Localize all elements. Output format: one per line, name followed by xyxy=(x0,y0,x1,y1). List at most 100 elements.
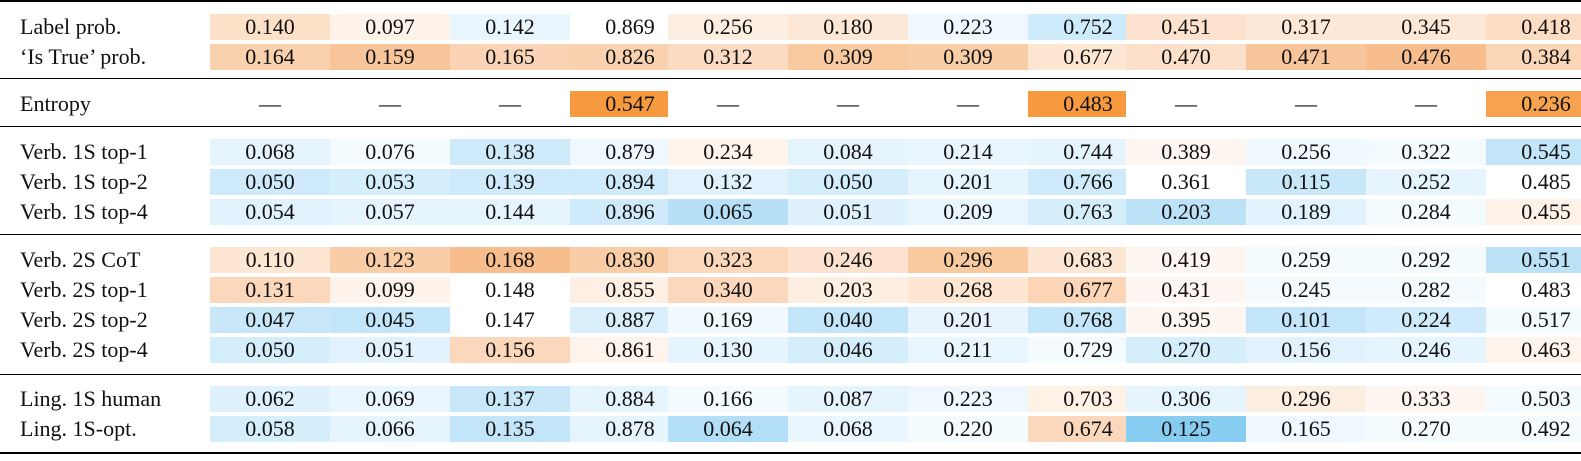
table-cell: 0.156 xyxy=(1246,337,1366,363)
table-cell: 0.168 xyxy=(450,247,570,273)
table-cell: 0.252 xyxy=(1366,169,1486,195)
row-label: Verb. 1S top-2 xyxy=(20,169,148,194)
table-cell: 0.069 xyxy=(330,386,450,412)
table-cell: 0.551 xyxy=(1486,247,1581,273)
table-cell: 0.123 xyxy=(330,247,450,273)
table-cell: 0.451 xyxy=(1126,14,1246,40)
row-label: Verb. 2S top-1 xyxy=(20,277,148,302)
table-cell: 0.164 xyxy=(210,44,330,70)
table-cell: 0.463 xyxy=(1486,337,1581,363)
table-row: Verb. 2S CoT 0.110 0.123 0.168 0.830 0.323 0.2… xyxy=(0,247,1581,273)
table-cell: 0.062 xyxy=(210,386,330,412)
table-cell: 0.309 xyxy=(788,44,908,70)
table-cell: 0.097 xyxy=(330,14,450,40)
table-cell: 0.317 xyxy=(1246,14,1366,40)
table-cell: 0.169 xyxy=(668,307,788,333)
table-cell: 0.138 xyxy=(450,139,570,165)
table-cell: 0.147 xyxy=(450,307,570,333)
table-cell: 0.270 xyxy=(1366,416,1486,442)
table-cell: 0.503 xyxy=(1486,386,1581,412)
table-cell: 0.312 xyxy=(668,44,788,70)
table-cell: 0.431 xyxy=(1126,277,1246,303)
table-cell: 0.045 xyxy=(330,307,450,333)
table-cell: 0.245 xyxy=(1246,277,1366,303)
table-cell: 0.068 xyxy=(788,416,908,442)
table-cell: 0.201 xyxy=(908,169,1028,195)
table-cell: 0.309 xyxy=(908,44,1028,70)
table-cell: 0.051 xyxy=(788,199,908,225)
table-cell: 0.333 xyxy=(1366,386,1486,412)
table-row: Label prob. 0.140 0.097 0.142 0.869 0.256 0.18… xyxy=(0,14,1581,40)
table-cell: 0.166 xyxy=(668,386,788,412)
table-cell: 0.139 xyxy=(450,169,570,195)
table-cell: 0.115 xyxy=(1246,169,1366,195)
table-cell: 0.296 xyxy=(1246,386,1366,412)
table-cell: 0.076 xyxy=(330,139,450,165)
table-cell: 0.058 xyxy=(210,416,330,442)
table-cell: 0.065 xyxy=(668,199,788,225)
table-cell: 0.214 xyxy=(908,139,1028,165)
table-cell: 0.259 xyxy=(1246,247,1366,273)
table-cell: 0.282 xyxy=(1366,277,1486,303)
table-cell: 0.137 xyxy=(450,386,570,412)
table-cell: 0.256 xyxy=(668,14,788,40)
table-cell: 0.223 xyxy=(908,14,1028,40)
table-cell: 0.246 xyxy=(788,247,908,273)
table-cell: 0.131 xyxy=(210,277,330,303)
table-cell: 0.051 xyxy=(330,337,450,363)
table-cell: 0.130 xyxy=(668,337,788,363)
table-cell: 0.046 xyxy=(788,337,908,363)
table-cell: 0.068 xyxy=(210,139,330,165)
table-cell: 0.066 xyxy=(330,416,450,442)
table-cell: 0.224 xyxy=(1366,307,1486,333)
table-cell: 0.050 xyxy=(788,169,908,195)
row-label: Verb. 2S CoT xyxy=(20,247,141,272)
table-cell: 0.340 xyxy=(668,277,788,303)
row-label: Verb. 1S top-4 xyxy=(20,199,148,224)
table-cell: — xyxy=(788,91,908,117)
horizontal-rule xyxy=(0,234,1581,235)
table-cell: 0.135 xyxy=(450,416,570,442)
table-cell: 0.156 xyxy=(450,337,570,363)
row-label: Verb. 1S top-1 xyxy=(20,139,148,164)
table-cell: 0.144 xyxy=(450,199,570,225)
row-label: Entropy xyxy=(20,91,91,116)
horizontal-rule xyxy=(0,0,1581,2)
table-cell: 0.470 xyxy=(1126,44,1246,70)
table-cell: 0.057 xyxy=(330,199,450,225)
table-cell: 0.236 xyxy=(1486,91,1581,117)
table-cell: 0.483 xyxy=(1486,277,1581,303)
table-cell: 0.142 xyxy=(450,14,570,40)
table-cell: 0.084 xyxy=(788,139,908,165)
table-cell: 0.159 xyxy=(330,44,450,70)
table-cell: — xyxy=(450,91,570,117)
table-cell: 0.148 xyxy=(450,277,570,303)
row-label: Ling. 1S-opt. xyxy=(20,416,137,441)
table-cell: 0.545 xyxy=(1486,139,1581,165)
table-cell: 0.345 xyxy=(1366,14,1486,40)
table-cell: 0.418 xyxy=(1486,14,1581,40)
table-cell: 0.419 xyxy=(1126,247,1246,273)
horizontal-rule xyxy=(0,374,1581,375)
table-cell: 0.050 xyxy=(210,337,330,363)
table-cell: 0.384 xyxy=(1486,44,1581,70)
row-label: Ling. 1S human xyxy=(20,386,162,411)
table-cell: 0.306 xyxy=(1126,386,1246,412)
table-cell: 0.220 xyxy=(908,416,1028,442)
table-cell: 0.476 xyxy=(1366,44,1486,70)
table-cell: 0.296 xyxy=(908,247,1028,273)
table-cell: 0.110 xyxy=(210,247,330,273)
table-cell: 0.040 xyxy=(788,307,908,333)
table-cell: 0.284 xyxy=(1366,199,1486,225)
table-cell: 0.246 xyxy=(1366,337,1486,363)
table-cell: 0.165 xyxy=(450,44,570,70)
table-cell: 0.455 xyxy=(1486,199,1581,225)
table-cell: 0.101 xyxy=(1246,307,1366,333)
table-cell: 0.517 xyxy=(1486,307,1581,333)
table-cell: 0.896 xyxy=(570,199,690,225)
horizontal-rule xyxy=(0,126,1581,127)
table-cell: 0.132 xyxy=(668,169,788,195)
table-cell: 0.064 xyxy=(668,416,788,442)
table-cell: 0.492 xyxy=(1486,416,1581,442)
table-cell: 0.203 xyxy=(1126,199,1246,225)
